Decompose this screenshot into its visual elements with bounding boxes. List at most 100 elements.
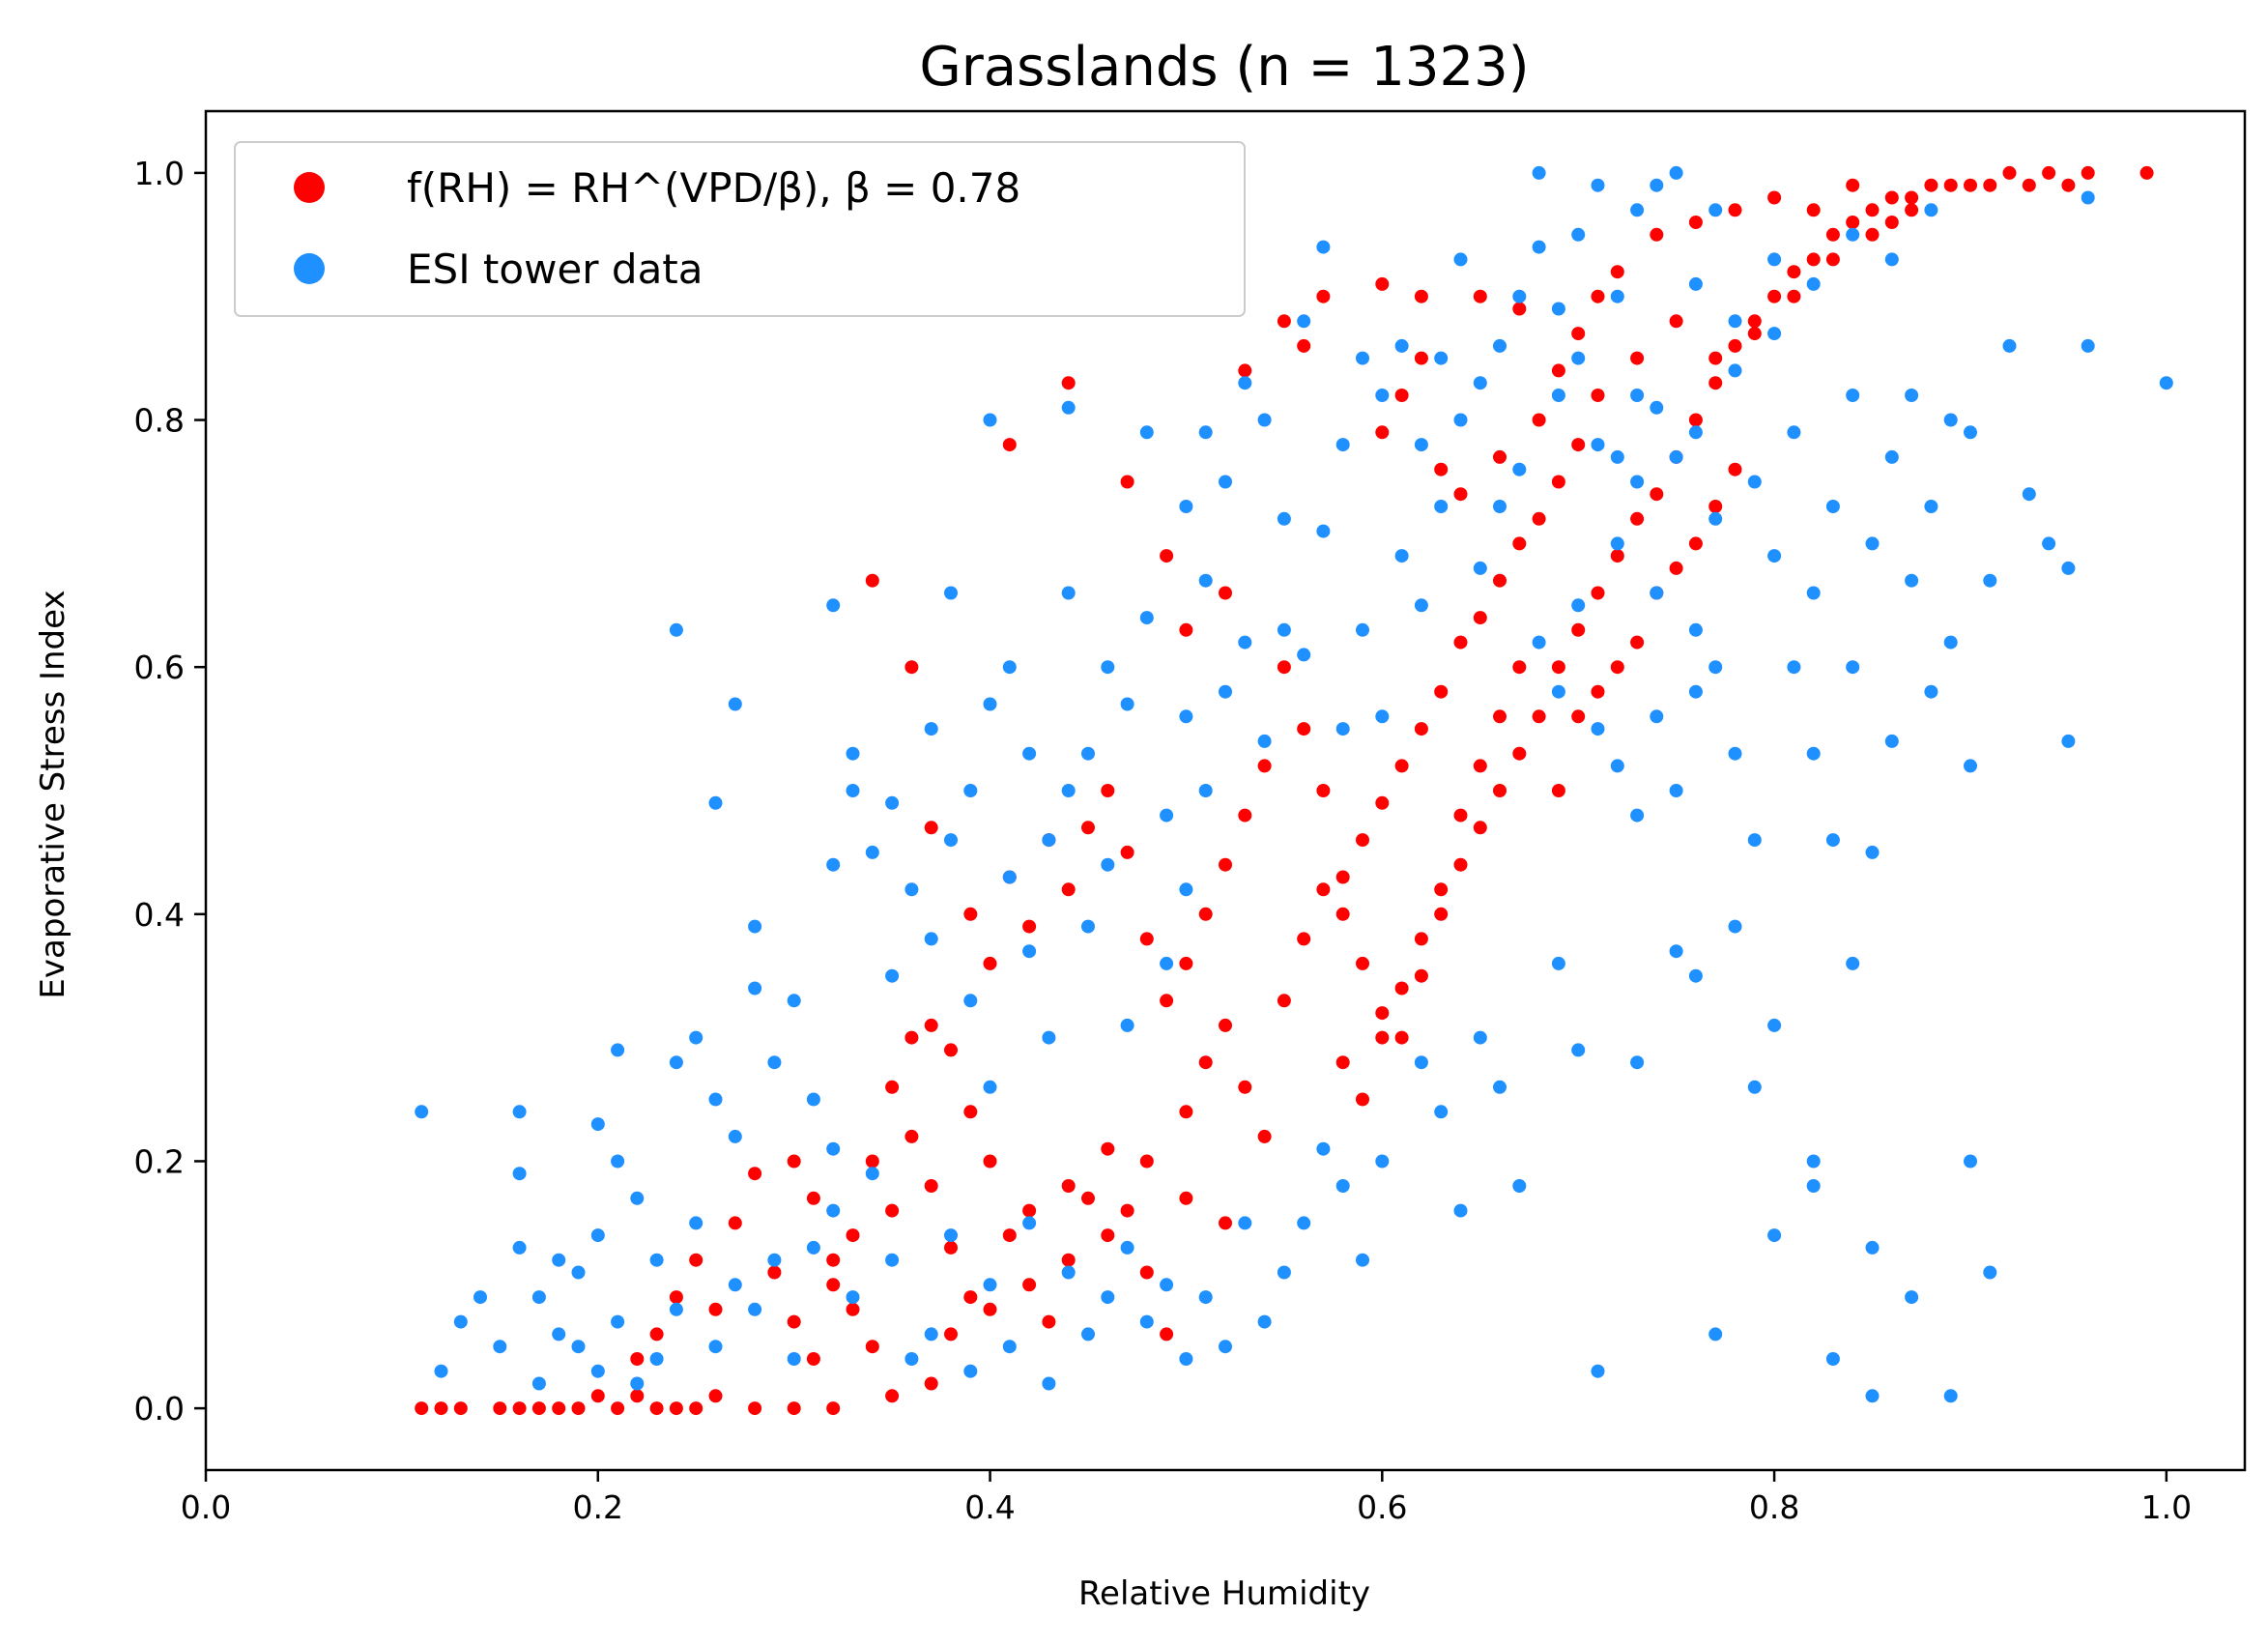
series-2-point-115 xyxy=(1630,203,1645,217)
series-1-point-60 xyxy=(1179,1191,1193,1205)
series-2-point-207 xyxy=(983,1278,997,1292)
series-2-point-213 xyxy=(865,1167,879,1181)
series-2-point-9 xyxy=(531,1290,546,1305)
series-2-point-187 xyxy=(1375,1154,1390,1169)
series-1-point-47 xyxy=(1139,1265,1154,1280)
series-1-point-155 xyxy=(1238,363,1252,378)
series-1-point-134 xyxy=(1179,956,1193,970)
y-tick-label: 1.0 xyxy=(134,155,185,192)
series-2-point-246 xyxy=(1630,808,1645,822)
series-1-point-71 xyxy=(1453,857,1468,872)
series-2-point-49 xyxy=(1002,660,1017,675)
series-2-point-211 xyxy=(904,1352,919,1366)
series-1-point-8 xyxy=(571,1401,586,1416)
series-2-point-167 xyxy=(1825,1352,1840,1366)
series-1-point-115 xyxy=(1551,475,1565,489)
series-1-point-102 xyxy=(2139,165,2154,180)
series-1-point-127 xyxy=(1316,784,1331,797)
series-1-point-126 xyxy=(1335,870,1350,884)
series-2-point-193 xyxy=(1257,1314,1272,1329)
series-1-point-91 xyxy=(1846,216,1860,229)
series-1-point-29 xyxy=(787,1314,801,1329)
series-2-point-249 xyxy=(1688,622,1703,637)
series-2-point-80 xyxy=(1277,622,1291,637)
series-2-point-21 xyxy=(708,1092,723,1107)
series-1-point-124 xyxy=(1375,795,1390,810)
series-2-point-222 xyxy=(689,1216,703,1230)
series-2-point-12 xyxy=(590,1228,605,1243)
series-1-point-185 xyxy=(1630,635,1645,649)
series-2-point-28 xyxy=(787,994,801,1008)
series-2-point-190 xyxy=(1316,1141,1331,1156)
series-2-point-194 xyxy=(1238,1216,1252,1230)
series-1-point-87 xyxy=(1767,289,1782,303)
series-2-point-169 xyxy=(1806,1154,1821,1169)
series-2-point-54 xyxy=(1061,400,1076,415)
series-1-point-173 xyxy=(1610,265,1624,279)
series-1-point-54 xyxy=(1139,1154,1154,1169)
series-2-point-220 xyxy=(728,1278,742,1292)
series-2-point-136 xyxy=(1825,833,1840,848)
series-1-point-158 xyxy=(1316,289,1331,303)
series-1-point-156 xyxy=(1277,314,1291,329)
series-2-point-89 xyxy=(1375,389,1390,402)
series-2-point-146 xyxy=(1924,500,1938,513)
series-2-point-10 xyxy=(552,1327,566,1342)
series-2-point-44 xyxy=(963,784,978,797)
series-2-point-135 xyxy=(1825,500,1840,513)
series-1-point-85 xyxy=(1728,338,1742,353)
x-tick-label: 0.8 xyxy=(1749,1488,1799,1526)
series-2-point-82 xyxy=(1297,648,1311,662)
series-1-point-36 xyxy=(924,1018,938,1032)
series-2-point-244 xyxy=(1591,722,1605,736)
series-2-point-217 xyxy=(787,1352,801,1366)
series-2-point-56 xyxy=(1061,784,1076,797)
series-2-point-245 xyxy=(1610,759,1624,773)
series-1-point-19 xyxy=(885,1389,900,1403)
series-2-point-59 xyxy=(1101,660,1115,675)
series-2-point-178 xyxy=(1591,1364,1605,1378)
series-1-point-100 xyxy=(2042,165,2056,180)
series-2-point-171 xyxy=(1767,1018,1782,1032)
series-1-point-167 xyxy=(1453,487,1468,502)
series-1-point-48 xyxy=(1160,1327,1174,1342)
series-2-point-214 xyxy=(846,1290,860,1305)
plot-points xyxy=(415,165,2173,1416)
series-2-point-234 xyxy=(1688,425,1703,440)
series-1-point-146 xyxy=(924,821,938,835)
series-1-point-128 xyxy=(1297,722,1311,736)
series-2-point-168 xyxy=(1806,1179,1821,1193)
series-1-point-49 xyxy=(944,1327,958,1342)
series-1-point-160 xyxy=(1414,289,1428,303)
series-2-point-66 xyxy=(1160,956,1174,970)
series-2-point-87 xyxy=(1356,622,1369,637)
series-1-point-193 xyxy=(1375,1030,1390,1045)
series-2-point-153 xyxy=(2022,487,2036,502)
series-1-point-179 xyxy=(1846,178,1860,192)
series-2-point-145 xyxy=(1924,684,1938,699)
series-2-point-118 xyxy=(1650,586,1664,600)
series-2-point-242 xyxy=(1551,684,1565,699)
series-1-point-9 xyxy=(590,1389,605,1403)
series-1-point-170 xyxy=(1551,363,1565,378)
series-2-point-248 xyxy=(1669,784,1683,797)
legend-label-1: f(RH) = RH^(VPD/β), β = 0.78 xyxy=(407,164,1020,212)
series-2-point-224 xyxy=(649,1352,664,1366)
x-tick-label: 0.0 xyxy=(181,1488,231,1526)
series-2-point-94 xyxy=(1414,598,1428,613)
series-1-point-107 xyxy=(1825,252,1840,267)
series-1-point-28 xyxy=(767,1265,782,1280)
series-1-point-118 xyxy=(1493,573,1507,588)
series-1-point-44 xyxy=(1081,1191,1095,1205)
series-1-point-1 xyxy=(415,1401,429,1416)
series-1-point-73 xyxy=(1493,784,1507,797)
chart-title: Grasslands (n = 1323) xyxy=(919,36,1529,99)
series-2-point-104 xyxy=(1512,462,1527,476)
series-1-point-67 xyxy=(1375,1006,1390,1021)
series-1-point-97 xyxy=(1964,178,1977,192)
series-1-point-114 xyxy=(1571,438,1586,452)
series-1-point-198 xyxy=(1473,759,1487,773)
series-2-point-192 xyxy=(1277,1265,1291,1280)
series-1-point-135 xyxy=(1160,994,1174,1008)
series-2-point-131 xyxy=(1787,660,1801,675)
